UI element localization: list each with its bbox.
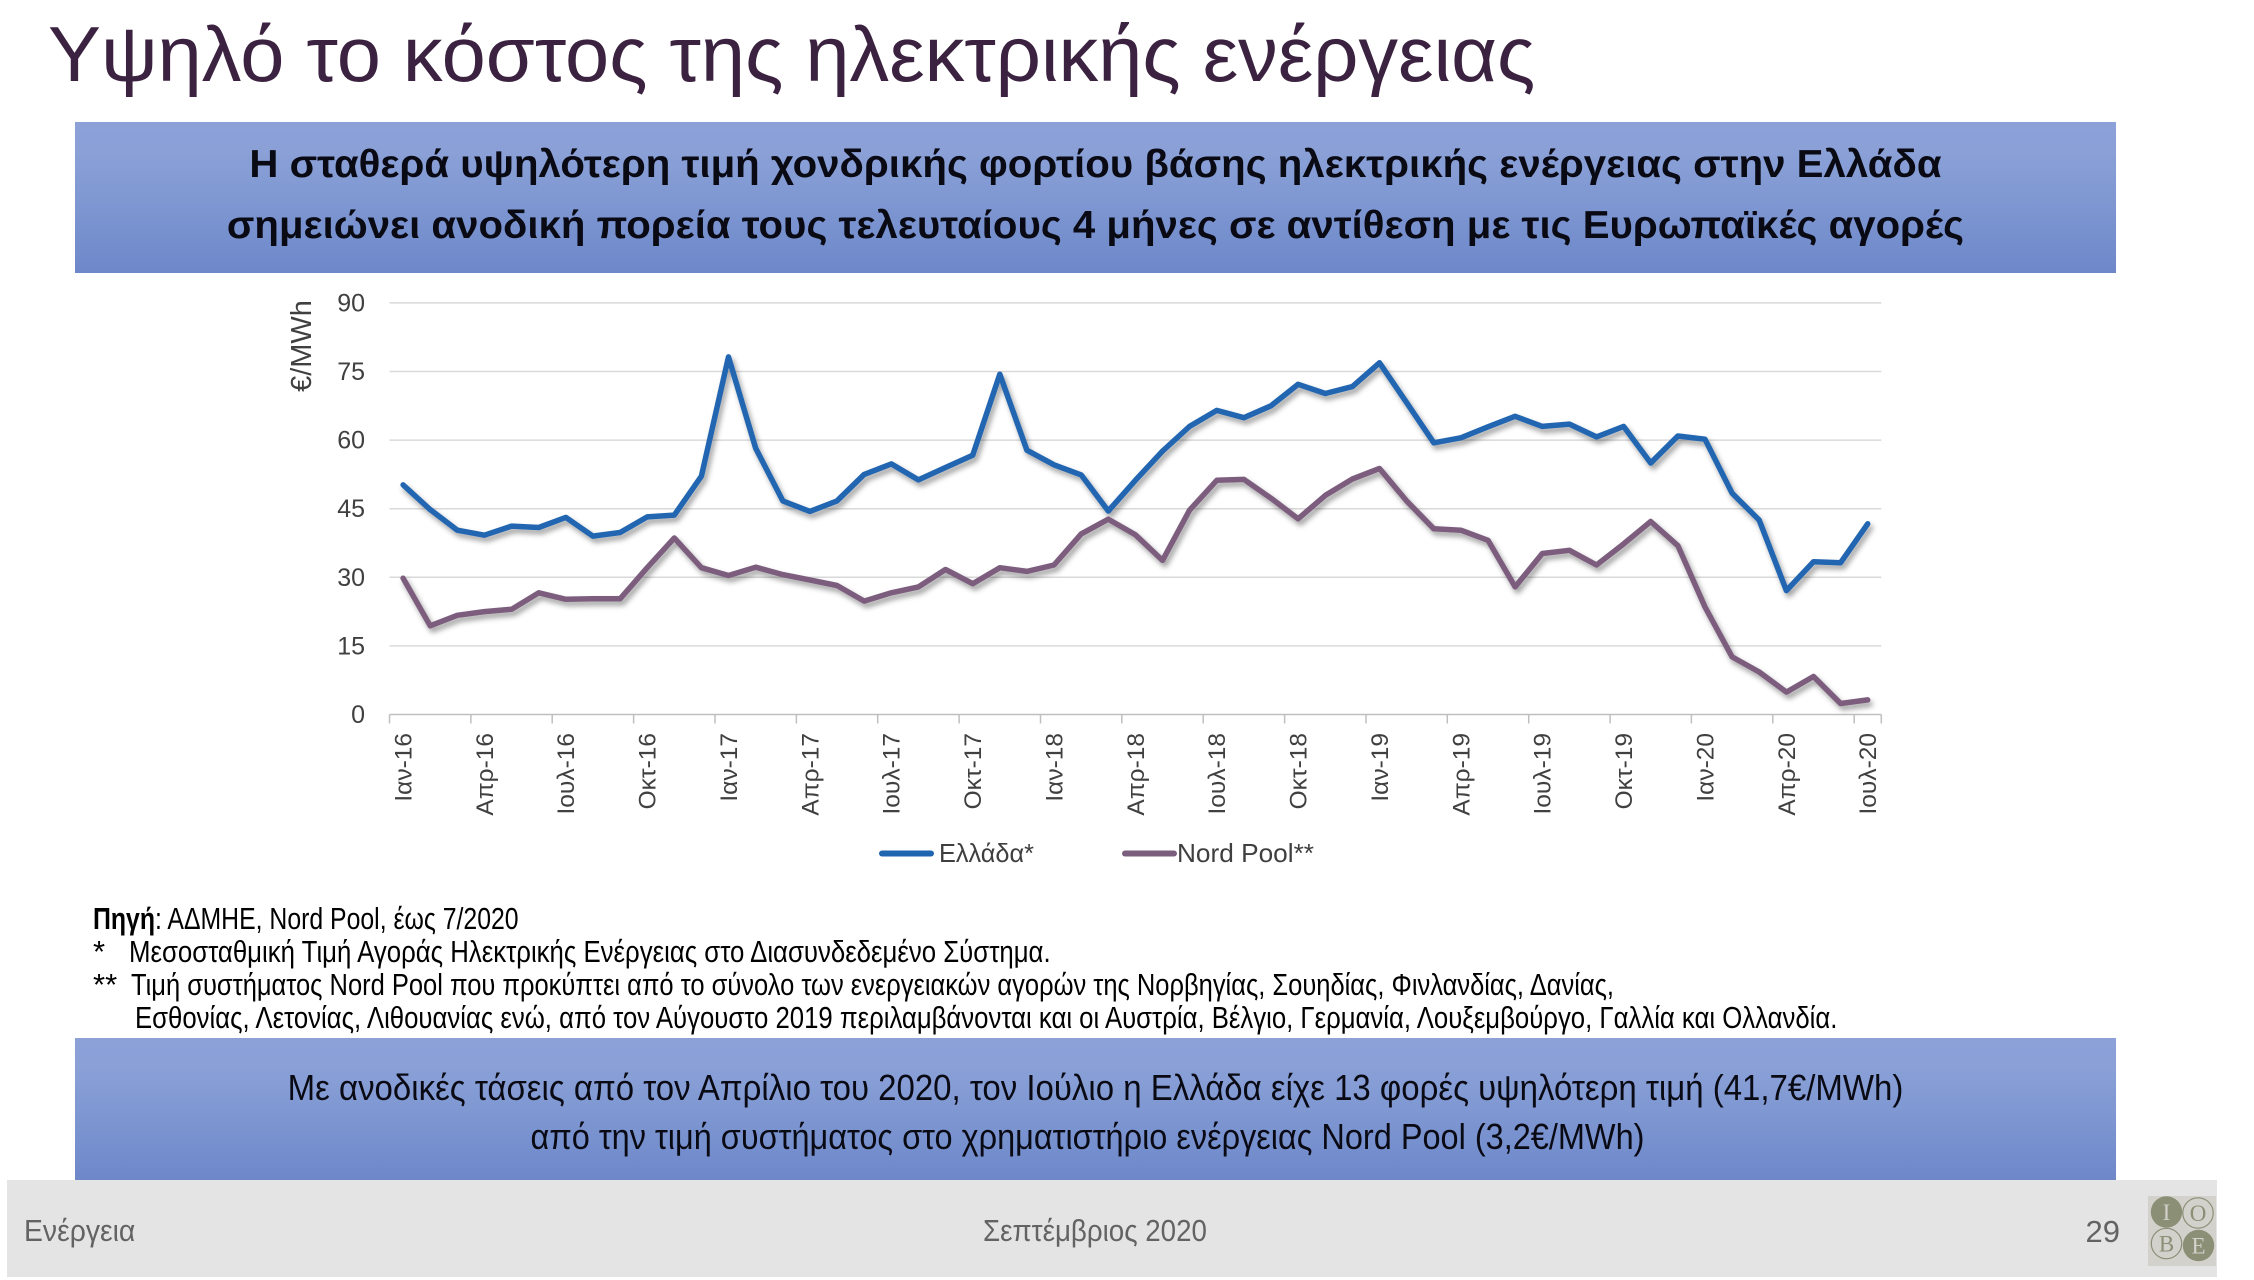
svg-text:E: E	[2191, 1234, 2205, 1259]
svg-text:Ιουλ-16: Ιουλ-16	[553, 733, 580, 815]
svg-text:Απρ-17: Απρ-17	[797, 733, 824, 816]
svg-text:Οκτ-16: Οκτ-16	[635, 733, 662, 809]
svg-text:Nord Pool**: Nord Pool**	[1177, 838, 1314, 868]
svg-text:Οκτ-19: Οκτ-19	[1611, 733, 1638, 809]
svg-text:B: B	[2159, 1232, 2174, 1257]
svg-text:Ιαν-20: Ιαν-20	[1692, 733, 1719, 802]
svg-text:Απρ-18: Απρ-18	[1123, 733, 1150, 816]
svg-text:Απρ-20: Απρ-20	[1774, 733, 1801, 816]
svg-text:Ιουλ-19: Ιουλ-19	[1530, 733, 1557, 815]
svg-text:60: 60	[337, 427, 365, 455]
svg-text:Ελλάδα*: Ελλάδα*	[939, 838, 1034, 868]
svg-text:Ιαν-19: Ιαν-19	[1367, 733, 1394, 802]
svg-text:0: 0	[351, 701, 365, 729]
svg-text:€/MWh: €/MWh	[286, 300, 318, 392]
svg-text:O: O	[2190, 1201, 2207, 1226]
svg-text:Ιαν-17: Ιαν-17	[716, 733, 743, 802]
svg-text:Ιουλ-18: Ιουλ-18	[1204, 733, 1231, 815]
svg-text:Απρ-16: Απρ-16	[472, 733, 499, 816]
svg-text:90: 90	[337, 289, 365, 317]
svg-text:I: I	[2163, 1200, 2171, 1225]
svg-text:Ιαν-16: Ιαν-16	[391, 733, 418, 802]
svg-text:Οκτ-17: Οκτ-17	[960, 733, 987, 809]
svg-text:15: 15	[337, 632, 365, 660]
svg-text:Ιουλ-20: Ιουλ-20	[1855, 733, 1882, 815]
svg-text:Ιουλ-17: Ιουλ-17	[879, 733, 906, 815]
svg-text:75: 75	[337, 358, 365, 386]
svg-text:45: 45	[337, 495, 365, 523]
svg-text:Οκτ-18: Οκτ-18	[1286, 733, 1313, 809]
svg-text:30: 30	[337, 564, 365, 592]
svg-text:Ιαν-18: Ιαν-18	[1041, 733, 1068, 802]
svg-text:Απρ-19: Απρ-19	[1448, 733, 1475, 816]
